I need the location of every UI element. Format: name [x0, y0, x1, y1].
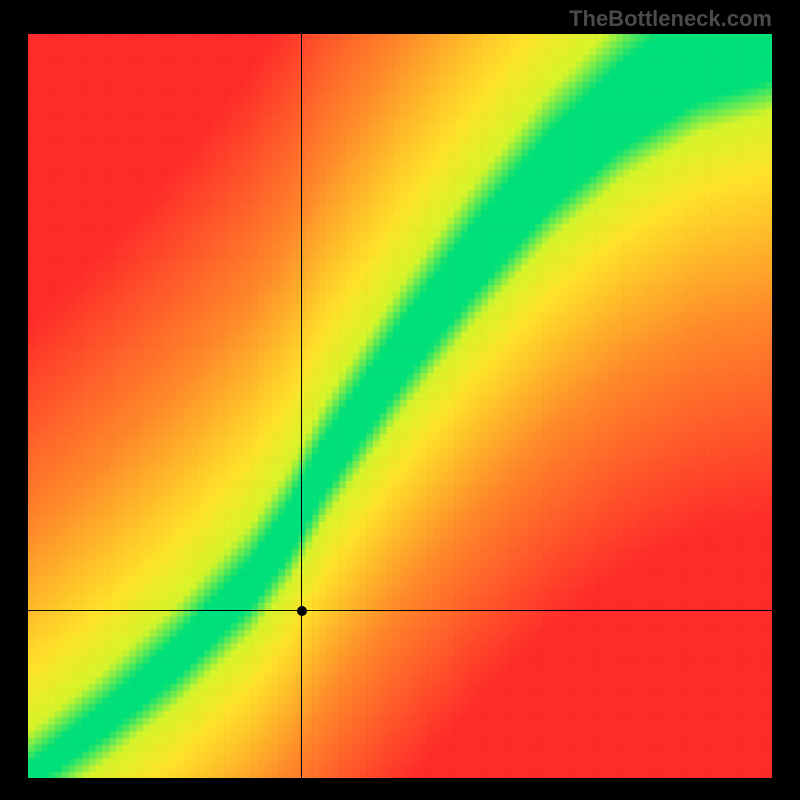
crosshair-horizontal [28, 610, 772, 611]
bottleneck-heatmap [28, 34, 772, 778]
selection-marker [297, 606, 307, 616]
crosshair-vertical [301, 34, 302, 778]
plot-area [28, 34, 772, 778]
watermark-text: TheBottleneck.com [569, 6, 772, 32]
